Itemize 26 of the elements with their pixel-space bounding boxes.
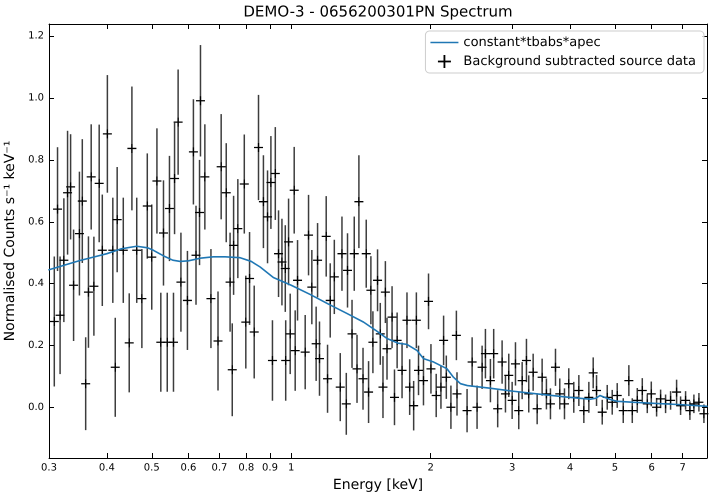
y-tick-label: 0.8 [28,154,44,166]
legend-label: constant*tbabs*apec [463,35,601,50]
legend-label: Background subtracted source data [463,54,696,69]
x-tick-label: 0.8 [238,462,254,474]
y-axis-title: Normalised Counts s⁻¹ keV⁻¹ [2,140,18,342]
x-tick-label: 3 [509,462,516,474]
x-tick-label: 0.3 [41,462,57,474]
x-tick-label: 6 [648,462,655,474]
x-tick-label: 7 [679,462,686,474]
x-tick-label: 0.5 [144,462,160,474]
y-tick-label: 0.4 [28,278,44,290]
x-axis-title: Energy [keV] [332,476,424,493]
x-tick-label: 0.6 [180,462,196,474]
y-tick-label: 0.6 [28,216,44,228]
chart-title: DEMO-3 - 0656200301PN Spectrum [243,2,513,20]
x-tick-label: 4 [566,462,574,474]
x-tick-label: 0.9 [262,462,278,474]
x-tick-label: 5 [612,462,618,474]
x-tick-label: 2 [427,462,434,474]
x-tick-label: 0.4 [98,462,115,474]
y-tick-label: 1.0 [28,92,44,104]
y-tick-label: 1.2 [28,30,44,42]
x-tick-label: 0.7 [212,462,228,474]
y-tick-label: 0.2 [28,340,44,352]
y-tick-label: 0.0 [28,402,44,414]
x-tick-label: 1 [288,462,294,474]
